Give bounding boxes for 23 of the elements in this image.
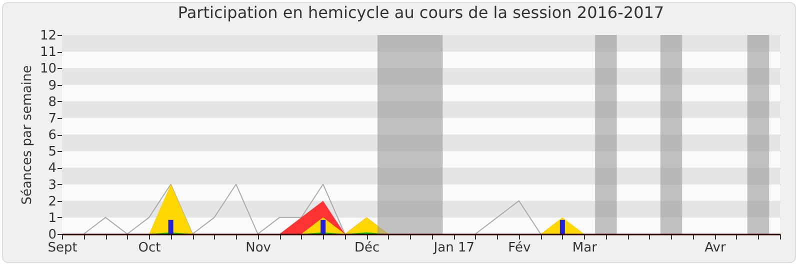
y-tick-label: 7: [48, 111, 56, 126]
x-tick-label: Fév: [508, 240, 531, 256]
x-tick-label: Déc: [354, 240, 380, 256]
y-tick-label: 6: [48, 128, 56, 143]
y-tick-label: 9: [48, 78, 56, 94]
y-axis-title: Séances par semaine: [20, 65, 35, 205]
x-tick-label: Mar: [572, 240, 598, 256]
y-tick-label: 5: [48, 144, 56, 160]
y-tick-label: 3: [48, 178, 56, 193]
y-tick-label: 1: [48, 210, 56, 226]
y-tick-label: 11: [40, 45, 56, 60]
y-tick-label: 2: [48, 194, 56, 210]
x-tick-label: Nov: [246, 240, 272, 256]
y-tick-label: 8: [48, 94, 56, 110]
chart-title: Participation en hemicycle au cours de la session 2016-2017: [178, 3, 664, 22]
y-tick-label: 10: [40, 62, 56, 77]
y-tick-label: 0: [48, 228, 56, 242]
x-tick-label: Sept: [48, 240, 78, 256]
y-tick-label: 12: [40, 28, 56, 44]
y-tick-label: 4: [48, 161, 56, 176]
x-tick-label: Oct: [138, 240, 161, 256]
x-tick-label: Avr: [704, 240, 726, 256]
x-tick-label: Jan 17: [432, 240, 474, 256]
